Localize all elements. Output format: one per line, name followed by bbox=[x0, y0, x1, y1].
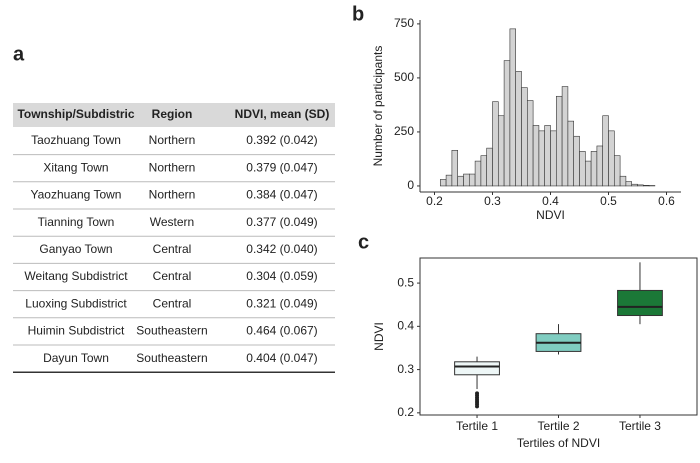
table-cell: Central bbox=[153, 269, 192, 283]
hist-bar bbox=[603, 116, 609, 186]
table-cell: 0.404 (0.047) bbox=[246, 351, 317, 365]
table-cell: 0.384 (0.047) bbox=[246, 188, 317, 202]
table-cell: 0.379 (0.047) bbox=[246, 160, 317, 174]
table-cell: 0.321 (0.049) bbox=[246, 296, 317, 310]
hist-bar bbox=[643, 185, 649, 186]
x-tick-label: 0.4 bbox=[542, 194, 559, 208]
hist-bar bbox=[452, 150, 458, 186]
table-cell: Western bbox=[150, 215, 194, 229]
table-cell: Xitang Town bbox=[43, 160, 108, 174]
hist-bar bbox=[632, 184, 638, 186]
hist-bar bbox=[458, 176, 464, 186]
table-header: Region bbox=[152, 107, 193, 121]
table-cell: Luoxing Subdistrict bbox=[25, 296, 127, 310]
x-axis-label: NDVI bbox=[536, 208, 565, 222]
table-cell: Northern bbox=[149, 188, 196, 202]
hist-bar bbox=[493, 102, 499, 186]
hist-bar bbox=[574, 136, 580, 186]
table-cell: Huimin Subdistrict bbox=[28, 324, 125, 338]
panel-label: c bbox=[358, 231, 369, 253]
y-tick-label: 250 bbox=[394, 124, 414, 138]
y-tick-label: 500 bbox=[394, 70, 414, 84]
x-tick-label: Tertile 3 bbox=[619, 419, 661, 433]
x-tick-label: 0.6 bbox=[658, 194, 675, 208]
table-cell: Yaozhuang Town bbox=[31, 188, 122, 202]
table-header: NDVI, mean (SD) bbox=[235, 107, 330, 121]
hist-bar bbox=[510, 29, 516, 186]
x-tick-label: 0.3 bbox=[484, 194, 501, 208]
hist-bar bbox=[638, 185, 644, 186]
hist-bar bbox=[609, 131, 615, 186]
box bbox=[455, 362, 500, 375]
hist-bar bbox=[522, 88, 528, 186]
panel-label: b bbox=[352, 3, 364, 25]
x-tick-label: Tertile 1 bbox=[456, 419, 498, 433]
hist-bar bbox=[487, 148, 493, 186]
table-cell: Dayun Town bbox=[43, 351, 109, 365]
y-tick-label: 0 bbox=[407, 178, 414, 192]
y-tick-label: 0.4 bbox=[397, 319, 414, 333]
hist-bar bbox=[556, 96, 562, 186]
table-cell: 0.342 (0.040) bbox=[246, 242, 317, 256]
panel-label: a bbox=[13, 43, 25, 65]
y-tick-label: 750 bbox=[394, 16, 414, 30]
hist-bar bbox=[440, 179, 446, 185]
table-cell: Northern bbox=[149, 133, 196, 147]
box bbox=[618, 290, 663, 315]
hist-bar bbox=[585, 161, 591, 186]
x-tick-label: Tertile 2 bbox=[537, 419, 579, 433]
hist-bar bbox=[551, 131, 557, 186]
y-tick-label: 0.2 bbox=[397, 405, 414, 419]
hist-bar bbox=[626, 182, 632, 186]
hist-bar bbox=[504, 61, 510, 186]
hist-bar bbox=[527, 101, 533, 186]
hist-bar bbox=[614, 156, 620, 186]
table-cell: Central bbox=[153, 242, 192, 256]
hist-bar bbox=[533, 125, 539, 186]
table-cell: Central bbox=[153, 296, 192, 310]
hist-bar bbox=[562, 87, 568, 186]
hist-bar bbox=[620, 176, 626, 186]
table-cell: Tianning Town bbox=[38, 215, 115, 229]
hist-bar bbox=[481, 156, 487, 186]
table-cell: 0.464 (0.067) bbox=[246, 324, 317, 338]
hist-bar bbox=[446, 175, 452, 186]
table-cell: 0.377 (0.049) bbox=[246, 215, 317, 229]
hist-bar bbox=[580, 151, 586, 186]
y-tick-label: 0.5 bbox=[397, 275, 414, 289]
table-cell: Taozhuang Town bbox=[31, 133, 121, 147]
hist-bar bbox=[545, 125, 551, 186]
table-cell: Southeastern bbox=[136, 324, 207, 338]
x-tick-label: 0.5 bbox=[600, 194, 617, 208]
table-cell: 0.392 (0.042) bbox=[246, 133, 317, 147]
hist-bar bbox=[516, 71, 522, 186]
hist-bar bbox=[591, 151, 597, 186]
hist-bar bbox=[568, 121, 574, 186]
y-axis-label: NDVI bbox=[372, 322, 386, 351]
table-cell: 0.304 (0.059) bbox=[246, 269, 317, 283]
hist-bar bbox=[539, 131, 545, 186]
hist-bar bbox=[475, 161, 481, 186]
y-tick-label: 0.3 bbox=[397, 362, 414, 376]
outlier bbox=[475, 391, 479, 395]
hist-bar bbox=[597, 146, 603, 186]
table-cell: Southeastern bbox=[136, 351, 207, 365]
table-cell: Northern bbox=[149, 160, 196, 174]
hist-bar bbox=[498, 116, 504, 186]
table-cell: Weitang Subdistrict bbox=[24, 269, 128, 283]
table-header: Township/Subdistric bbox=[17, 107, 134, 121]
hist-bar bbox=[464, 174, 470, 186]
table-cell: Ganyao Town bbox=[39, 242, 112, 256]
hist-bar bbox=[469, 174, 475, 186]
x-tick-label: 0.2 bbox=[426, 194, 443, 208]
y-axis-label: Number of participants bbox=[371, 46, 385, 167]
x-axis-label: Tertiles of NDVI bbox=[517, 436, 600, 450]
